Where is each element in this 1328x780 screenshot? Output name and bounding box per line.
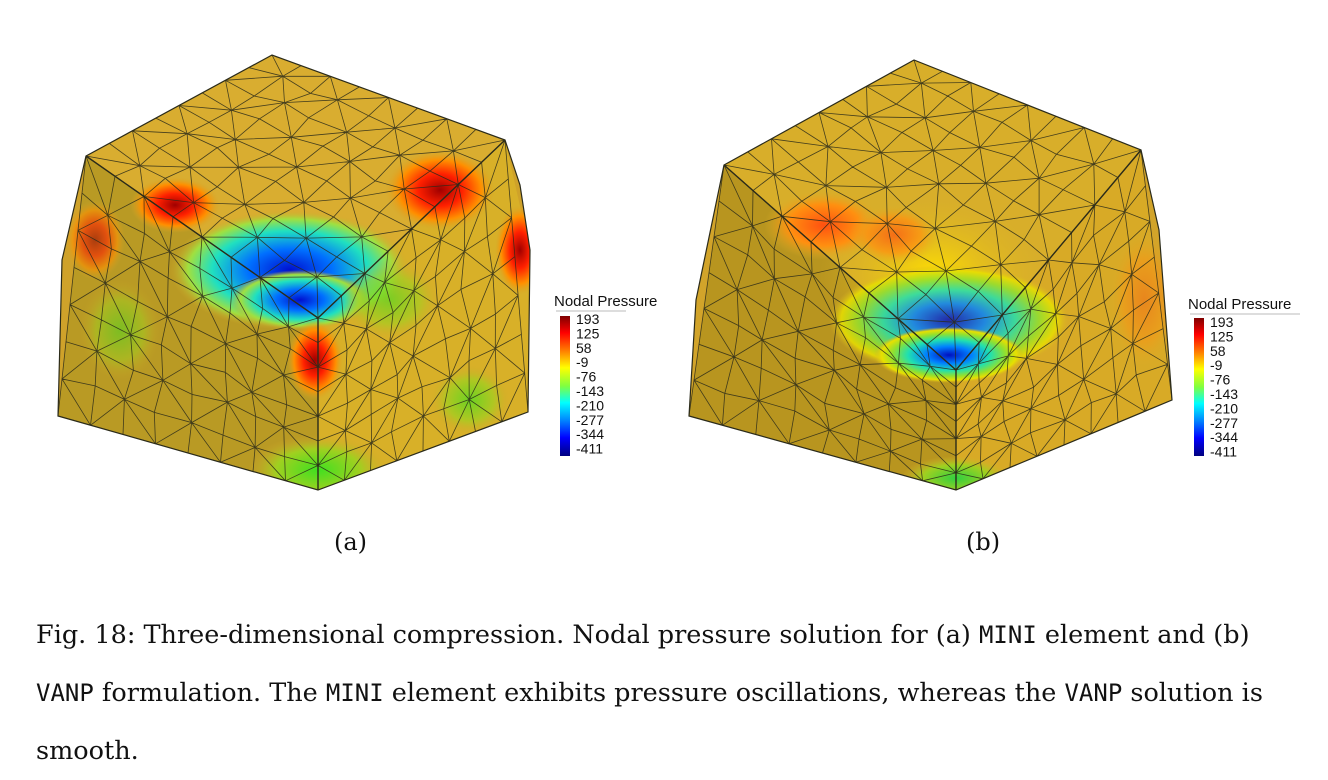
legend-tick-label: 125 [576,325,600,341]
legend-tick-label: -76 [1210,372,1230,388]
legend-tick-label: -210 [1210,400,1238,416]
legend-tick-label: 58 [576,340,592,356]
legend-tick-label: 125 [1210,328,1234,344]
mesh-plot-a: Nodal Pressure 19312558-9-76-143-210-277… [57,54,657,491]
subfigure-label: (b) [966,528,1001,556]
color-legend-a: Nodal Pressure 19312558-9-76-143-210-277… [554,293,657,457]
legend-tick-label: 58 [1210,343,1226,359]
legend-tick-label: 193 [1210,314,1234,330]
legend-tick-label: -9 [576,354,589,370]
legend-tick-label: 193 [576,311,600,327]
subfigure-label: (a) [334,528,368,556]
mesh-surface-b [689,60,1172,490]
legend-colorbar [560,316,570,456]
mesh-plot-b: Nodal Pressure 19312558-9-76-143-210-277… [688,59,1300,491]
mesh-surface-a [58,55,530,490]
legend-tick-label: -9 [1210,357,1223,373]
legend-tick-label: -143 [1210,386,1238,402]
legend-title: Nodal Pressure [1188,296,1291,313]
legend-tick-label: -411 [576,441,603,457]
legend-tick-label: -344 [576,426,604,442]
figure-caption: Fig. 18: Three-dimensional compression. … [36,620,1263,766]
color-legend-b: Nodal Pressure 19312558-9-76-143-210-277… [1188,296,1300,460]
legend-tick-label: -76 [576,369,596,385]
figure-panel-b: Nodal Pressure 193 125 58 -9 -76 -143 -210 -277… [664,0,1328,590]
legend-tick-label: -277 [576,412,604,428]
legend-tick-label: -210 [576,397,604,413]
legend-tick-label: -277 [1210,415,1238,431]
legend-tick-label: -344 [1210,429,1238,445]
legend-title: Nodal Pressure [554,293,657,310]
figure-panel-a: Nodal Pressure 193 125 58 -9 -76 -143 -210 -277… [0,0,664,590]
legend-tick-label: -411 [1210,444,1237,460]
legend-colorbar [1194,318,1204,456]
legend-tick-label: -143 [576,383,604,399]
